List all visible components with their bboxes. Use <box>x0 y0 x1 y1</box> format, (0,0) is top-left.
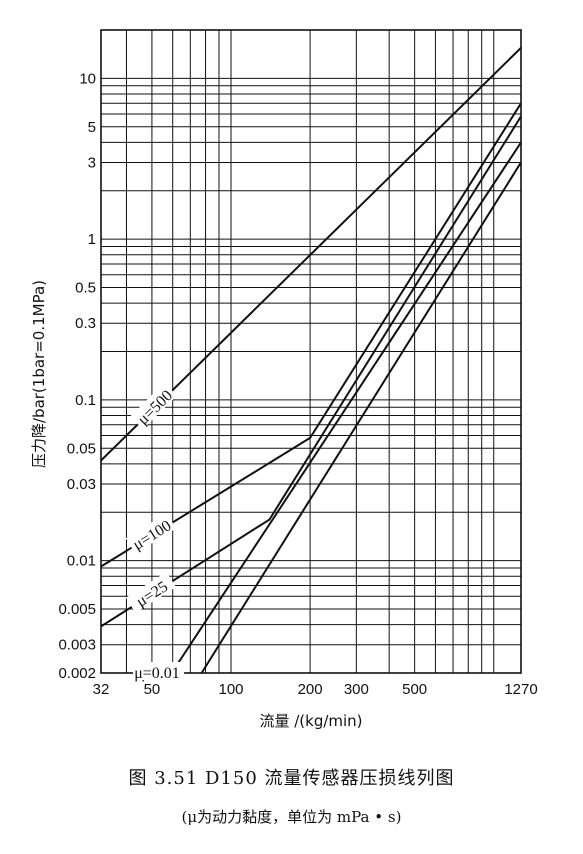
figure-subcaption: (μ为动力黏度，单位为 mPa • s) <box>181 808 402 826</box>
y-tick-label: 0.005 <box>58 601 96 618</box>
figure-caption: 图 3.51 D150 流量传感器压损线列图 <box>128 768 455 789</box>
plot-frame <box>100 29 522 674</box>
y-axis-label: 压力降/bar(1bar=0.1MPa) <box>30 280 48 468</box>
y-tick-label: 0.03 <box>67 476 96 493</box>
x-axis-label: 流量 /(kg/min) <box>259 712 362 730</box>
x-tick-label: 200 <box>298 681 323 698</box>
series-label: μ=0.01 <box>134 665 180 682</box>
series-line <box>100 115 522 628</box>
y-tick-label: 1 <box>88 231 96 248</box>
x-tick-label: 100 <box>218 681 243 698</box>
series-label-bg <box>130 382 178 430</box>
y-tick-label: 0.05 <box>67 440 96 457</box>
series-label-bg <box>125 513 177 554</box>
y-tick-label: 0.3 <box>75 315 96 332</box>
y-tick-labels: 10 5 3 1 0.5 0.3 0.1 0.05 0.03 0.01 0.005 0.003 0.00… <box>58 70 96 682</box>
x-tick-label: 300 <box>344 681 369 698</box>
x-tick-label: 50 <box>144 681 161 698</box>
y-tick-label: 5 <box>88 119 96 136</box>
y-tick-label: 0.01 <box>67 553 96 570</box>
y-tick-label: 3 <box>88 154 96 171</box>
series-label-bg <box>125 571 177 613</box>
series-line <box>200 161 522 674</box>
x-tick-label: 500 <box>402 681 427 698</box>
x-tick-label: 1270 <box>504 681 537 698</box>
series-line <box>170 141 522 674</box>
pressure-drop-chart: 32 50 100 200 300 500 1270 10 5 3 1 0.5 0.3 0.1 0.05 0… <box>30 29 538 730</box>
y-tick-label: 0.1 <box>75 392 96 409</box>
x-tick-labels: 32 50 100 200 300 500 1270 <box>93 681 538 698</box>
y-tick-label: 0.5 <box>75 280 96 297</box>
y-tick-label: 10 <box>79 70 96 87</box>
y-tick-label: 0.003 <box>58 637 96 654</box>
series-label-bg <box>133 662 181 680</box>
y-tick-label: 0.002 <box>58 665 96 682</box>
x-tick-label: 32 <box>93 681 110 698</box>
